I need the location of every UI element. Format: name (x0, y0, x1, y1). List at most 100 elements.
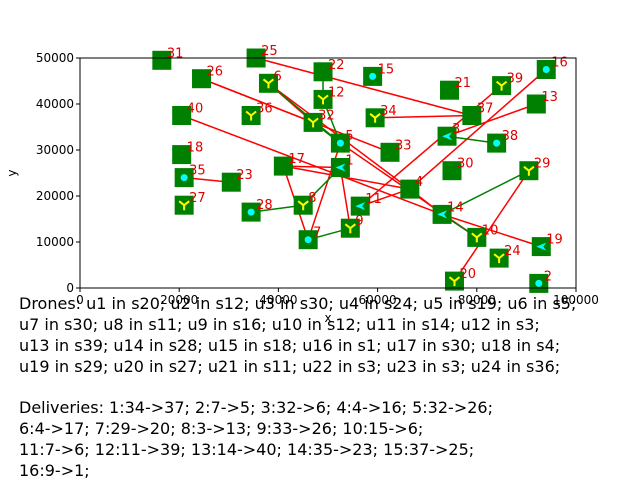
station-s16: 16 (536, 56, 568, 79)
station-s13: 13 (526, 90, 558, 114)
station-label: 15 (378, 62, 395, 77)
station-label: 35 (189, 164, 206, 179)
station-s35: 35 (174, 164, 206, 188)
drone-dot-icon (180, 174, 188, 182)
red-edge-29-20 (453, 170, 530, 282)
drone-arrow-icon (536, 242, 547, 251)
station-marker (172, 106, 192, 125)
station-label: 19 (546, 233, 563, 248)
drone-tri-icon (245, 110, 257, 121)
station-s24: 24 (489, 244, 521, 268)
station-s12: 12 (313, 85, 345, 109)
station-label: 33 (395, 138, 412, 153)
drone-dot-icon (336, 139, 344, 147)
drone-tri-icon (178, 200, 190, 211)
station-label: 16 (551, 56, 568, 71)
drone-arrow-icon (437, 210, 448, 219)
drone-tri-icon (344, 223, 356, 234)
station-s40: 40 (172, 102, 203, 125)
x-tick-label: 20000 (160, 293, 198, 307)
drone-tri-icon (297, 200, 309, 211)
x-axis-label: x (324, 311, 331, 325)
drone-arrow-icon (442, 132, 453, 141)
x-tick-label: 80000 (458, 293, 496, 307)
y-tick-label: 50000 (36, 51, 74, 65)
drone-tri-icon (307, 117, 319, 128)
station-s30: 30 (442, 157, 474, 181)
station-label: 1 (345, 153, 353, 168)
station-s33: 33 (380, 138, 412, 162)
station-s36: 36 (241, 102, 273, 125)
station-s14: 14 (432, 200, 464, 224)
station-s5: 5 (330, 129, 354, 153)
station-label: 32 (318, 108, 335, 123)
station-label: 31 (167, 46, 184, 61)
station-s38: 38 (487, 129, 518, 153)
station-marker (440, 80, 460, 100)
station-label: 38 (502, 129, 519, 144)
red-edge-11-39 (359, 85, 503, 207)
station-label: 6 (273, 69, 281, 84)
drones-caption: Drones: u1 in s20; u2 in s12; u3 in s30;… (19, 294, 577, 376)
x-tick-label: 60000 (359, 293, 397, 307)
station-s15: 15 (363, 62, 394, 86)
red-edge-37-25 (255, 57, 473, 117)
station-s25: 25 (246, 44, 278, 68)
station-marker (380, 142, 400, 162)
station-label: 27 (189, 191, 206, 206)
drone-dot-icon (493, 139, 501, 147)
drone-tri-icon (369, 113, 381, 123)
y-tick-label: 0 (66, 281, 74, 295)
station-label: 34 (380, 104, 397, 119)
red-edge-34-37 (375, 114, 472, 119)
y-axis-label: y (5, 169, 19, 176)
station-label: 37 (477, 102, 494, 117)
red-edge-17-1 (283, 165, 341, 169)
y-tick-label: 30000 (36, 143, 74, 157)
station-label: 23 (236, 168, 253, 183)
station-label: 12 (328, 85, 345, 100)
station-marker (192, 69, 212, 89)
drone-arrow-icon (355, 202, 366, 211)
station-label: 14 (447, 200, 464, 215)
station-s29: 29 (519, 157, 550, 181)
station-label: 17 (288, 152, 305, 167)
station-marker (221, 172, 241, 192)
station-label: 13 (541, 90, 558, 105)
station-marker (400, 179, 420, 199)
station-s11: 11 (350, 192, 382, 216)
red-edge-9-1 (339, 167, 352, 229)
drone-tri-icon (493, 253, 505, 264)
station-label: 24 (504, 244, 521, 259)
drone-tri-icon (523, 165, 535, 176)
station-label: 22 (328, 58, 345, 73)
red-edge-33-26 (201, 78, 391, 153)
station-s21: 21 (440, 76, 471, 100)
drone-dot-icon (304, 236, 312, 244)
station-s34: 34 (365, 104, 397, 128)
green-edge-14-29 (441, 170, 530, 216)
red-edge-4-16 (409, 68, 547, 190)
station-marker (526, 94, 546, 114)
red-edge-14-40 (181, 114, 443, 216)
drone-dot-icon (542, 66, 550, 73)
station-label: 26 (207, 65, 224, 80)
station-s10: 10 (467, 223, 498, 247)
y-tick-label: 10000 (36, 235, 74, 249)
station-s3: 3 (437, 122, 460, 146)
station-s8: 8 (293, 191, 316, 215)
station-s9: 9 (340, 214, 364, 238)
station-label: 8 (308, 191, 316, 206)
station-label: 9 (355, 214, 363, 229)
station-s27: 27 (174, 191, 206, 215)
drone-tri-icon (471, 232, 483, 243)
y-tick-label: 20000 (36, 189, 74, 203)
station-marker (442, 161, 462, 181)
deliveries-caption: Deliveries: 1:34->37; 2:7->5; 3:32->6; 4… (19, 398, 493, 480)
station-s26: 26 (192, 65, 223, 89)
station-label: 21 (455, 76, 472, 91)
drone-tri-icon (317, 94, 329, 105)
drone-dot-icon (369, 72, 377, 80)
x-tick-label: 0 (76, 293, 84, 307)
